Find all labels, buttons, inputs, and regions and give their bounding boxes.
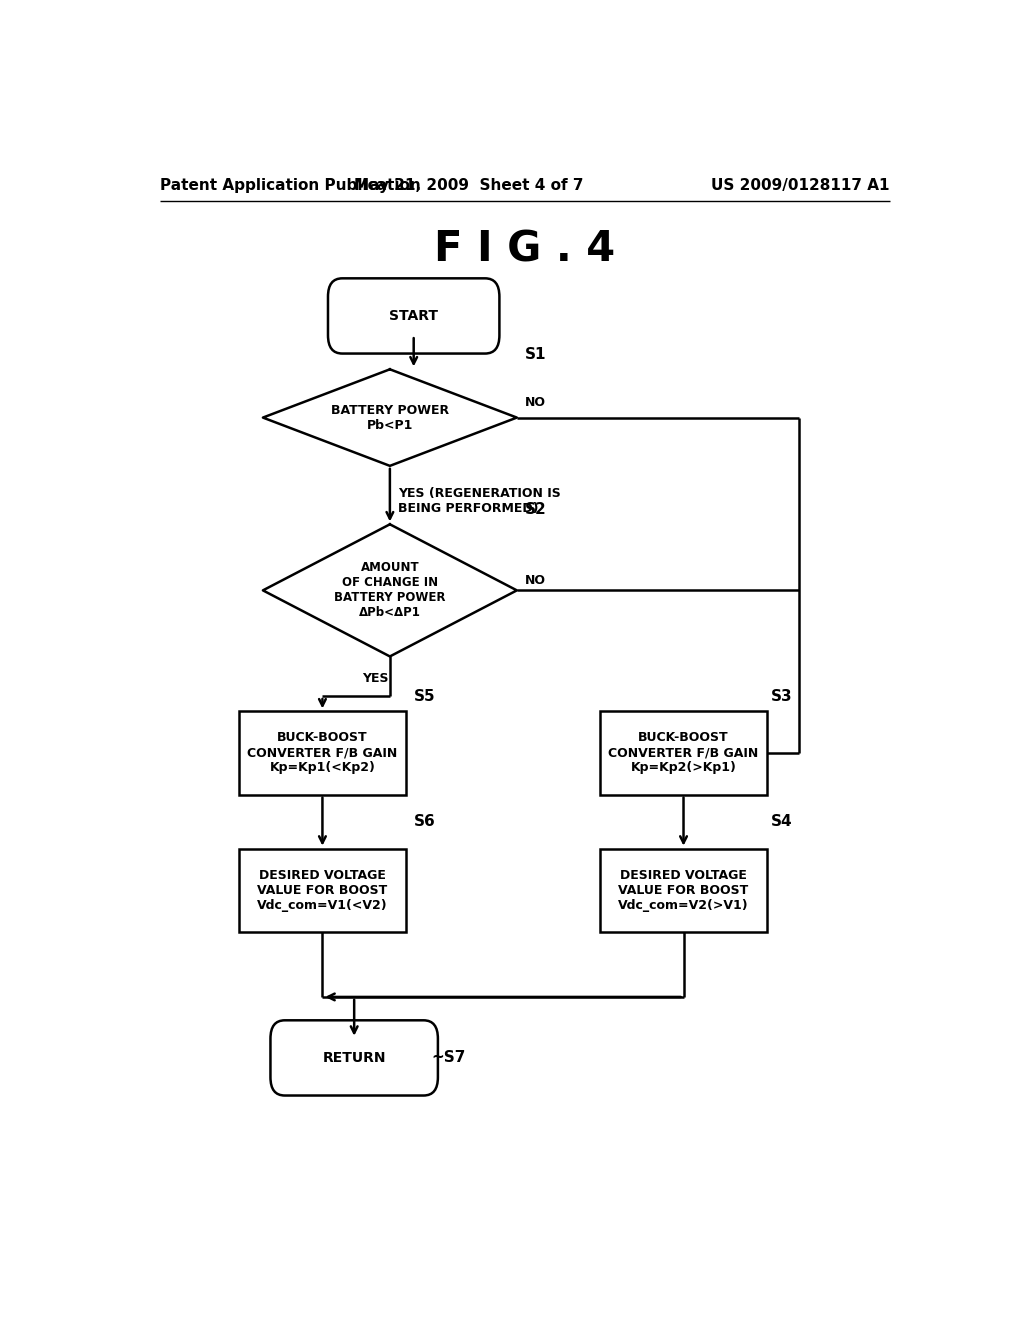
Text: NO: NO (524, 396, 546, 409)
Text: START: START (389, 309, 438, 323)
Polygon shape (263, 370, 517, 466)
Text: AMOUNT
OF CHANGE IN
BATTERY POWER
ΔPb<ΔP1: AMOUNT OF CHANGE IN BATTERY POWER ΔPb<ΔP… (334, 561, 445, 619)
Text: YES: YES (362, 672, 389, 685)
Bar (600, 711, 767, 795)
Text: S2: S2 (524, 502, 547, 516)
Text: May 21, 2009  Sheet 4 of 7: May 21, 2009 Sheet 4 of 7 (354, 178, 584, 193)
Text: DESIRED VOLTAGE
VALUE FOR BOOST
Vdc_com=V2(>V1): DESIRED VOLTAGE VALUE FOR BOOST Vdc_com=… (618, 869, 749, 912)
Bar (240, 849, 406, 932)
Bar (240, 711, 406, 795)
Bar (600, 849, 767, 932)
Text: US 2009/0128117 A1: US 2009/0128117 A1 (712, 178, 890, 193)
Text: S5: S5 (414, 689, 435, 704)
FancyBboxPatch shape (270, 1020, 438, 1096)
Text: BUCK-BOOST
CONVERTER F/B GAIN
Kp=Kp1(<Kp2): BUCK-BOOST CONVERTER F/B GAIN Kp=Kp1(<Kp… (248, 731, 397, 775)
Text: BATTERY POWER
Pb<P1: BATTERY POWER Pb<P1 (331, 404, 449, 432)
Text: S3: S3 (771, 689, 793, 704)
Text: NO: NO (524, 574, 546, 586)
Text: ~S7: ~S7 (431, 1051, 466, 1065)
Text: BUCK-BOOST
CONVERTER F/B GAIN
Kp=Kp2(>Kp1): BUCK-BOOST CONVERTER F/B GAIN Kp=Kp2(>Kp… (608, 731, 759, 775)
Text: S4: S4 (771, 814, 793, 829)
Text: F I G . 4: F I G . 4 (434, 228, 615, 271)
Polygon shape (263, 524, 517, 656)
FancyBboxPatch shape (328, 279, 500, 354)
Text: S6: S6 (414, 814, 435, 829)
Text: S1: S1 (524, 347, 546, 362)
Text: RETURN: RETURN (323, 1051, 386, 1065)
Text: DESIRED VOLTAGE
VALUE FOR BOOST
Vdc_com=V1(<V2): DESIRED VOLTAGE VALUE FOR BOOST Vdc_com=… (257, 869, 388, 912)
Text: YES (REGENERATION IS
BEING PERFORMED): YES (REGENERATION IS BEING PERFORMED) (397, 487, 560, 515)
Text: Patent Application Publication: Patent Application Publication (160, 178, 421, 193)
